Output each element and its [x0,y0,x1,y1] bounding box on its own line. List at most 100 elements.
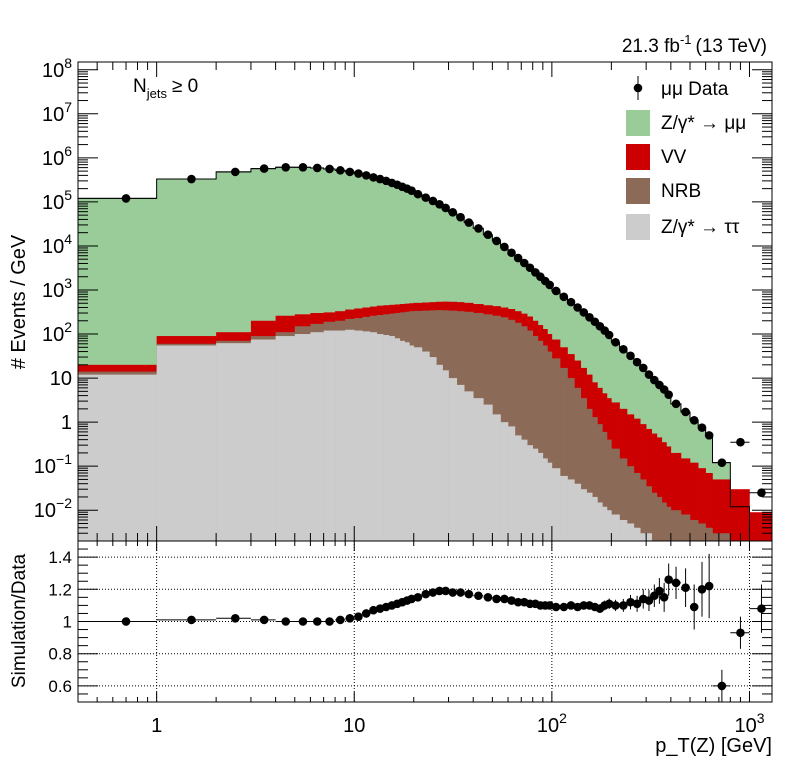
ratio-point [664,575,673,584]
stack-bin [429,357,437,541]
stack-bin [514,435,522,541]
data-point [474,224,483,233]
stack-bin [413,347,423,541]
x-tick-label: 1 [151,715,162,737]
legend-marker [633,83,643,93]
data-point [559,292,569,302]
stack-bin [597,424,603,541]
stack-bin [656,496,663,541]
tick-base: 10 [42,280,64,302]
ratio-point [230,613,240,623]
ratio-point [413,593,423,602]
tick-base: 10 [537,715,559,737]
stack-bin [602,506,608,541]
ratio-point [325,617,334,626]
data-point [611,337,620,347]
ratio-point [697,585,707,594]
tick-exponent: 4 [64,231,72,247]
stack-bin [680,458,691,541]
stack-bin [586,492,593,541]
data-point [413,189,423,199]
stack-bin [619,519,628,541]
data-point [483,230,493,239]
stack-bin [492,414,501,541]
x-tick-label: 10 [343,715,365,737]
data-point [689,416,699,425]
ratio-point [121,617,131,626]
stack-bin [394,338,401,541]
stack-bin [712,533,731,541]
stack-bin [547,462,553,541]
stack-bin [542,458,548,541]
ratio-point [312,617,322,626]
tick-base: 10 [50,368,72,390]
data-point [121,194,131,203]
stack-bin [586,408,593,541]
ratio-point [369,605,378,615]
stack-bin [640,479,647,541]
ratio-point [336,615,345,625]
stack-bin [567,479,575,541]
stack-bin [335,330,346,541]
y-tick-label: 10−2 [34,495,72,522]
ratio-point [659,593,669,602]
ratio-y-tick-label: 1.2 [48,580,72,599]
y-tick-label: 10 [50,368,72,390]
ratio-point [448,588,458,597]
stack-bin [606,510,612,541]
ratio-frame [77,540,773,703]
stack-bin [547,351,553,541]
ratio-point [689,602,699,612]
ratio-point [681,583,690,592]
ratio-point [298,617,308,626]
data-point [456,212,465,222]
ratio-y-tick-label: 1 [63,613,72,632]
ratio-grid [78,541,772,702]
stack-bin [216,343,252,541]
ratio-panel: 0.60.811.21.41 10 102 103 Simulation/Data p… [9,540,773,757]
tick-exponent: −1 [56,451,72,467]
stack-bin [661,502,667,541]
data-point [513,253,523,263]
data-points [78,163,772,497]
stack-bin [156,345,217,541]
stack-bin [666,446,672,541]
stack-bin [627,523,635,541]
data-point [369,173,378,182]
ratio-y-tick-label: 1.4 [48,548,72,567]
data-point [579,308,589,317]
stack-bin [651,433,658,541]
stack-bin [680,514,691,541]
stack-bin [537,452,544,541]
tick-exponent: 6 [64,143,72,159]
stack-bin [580,489,587,541]
ratio-point [464,589,474,599]
data-point [736,437,745,447]
stack-bin [690,519,699,541]
tick-exponent: 7 [64,99,72,115]
ratio-point [626,597,635,607]
njets-subscript: jets [146,86,168,101]
ratio-y-axis-title: Simulation/Data [9,554,30,689]
data-point [545,280,554,290]
stack-bin [514,322,522,541]
stack-bin [345,329,355,541]
ratio-point [559,602,569,612]
ratio-point [757,604,766,613]
y-tick-label: 107 [42,99,72,126]
ratio-point [483,593,493,602]
data-point [619,345,628,354]
stack-bin [421,351,430,541]
tick-exponent: 5 [64,187,72,203]
stack-bin [404,342,410,541]
data-point [345,167,355,177]
stack-bin [611,448,620,541]
ratio-point [736,628,745,638]
data-point [551,286,561,296]
tick-base: 10 [343,715,365,737]
data-point [519,258,529,268]
ratio-y-tick-label: 0.8 [48,645,72,664]
stack-bin [749,512,773,541]
stack-bin [592,496,598,541]
